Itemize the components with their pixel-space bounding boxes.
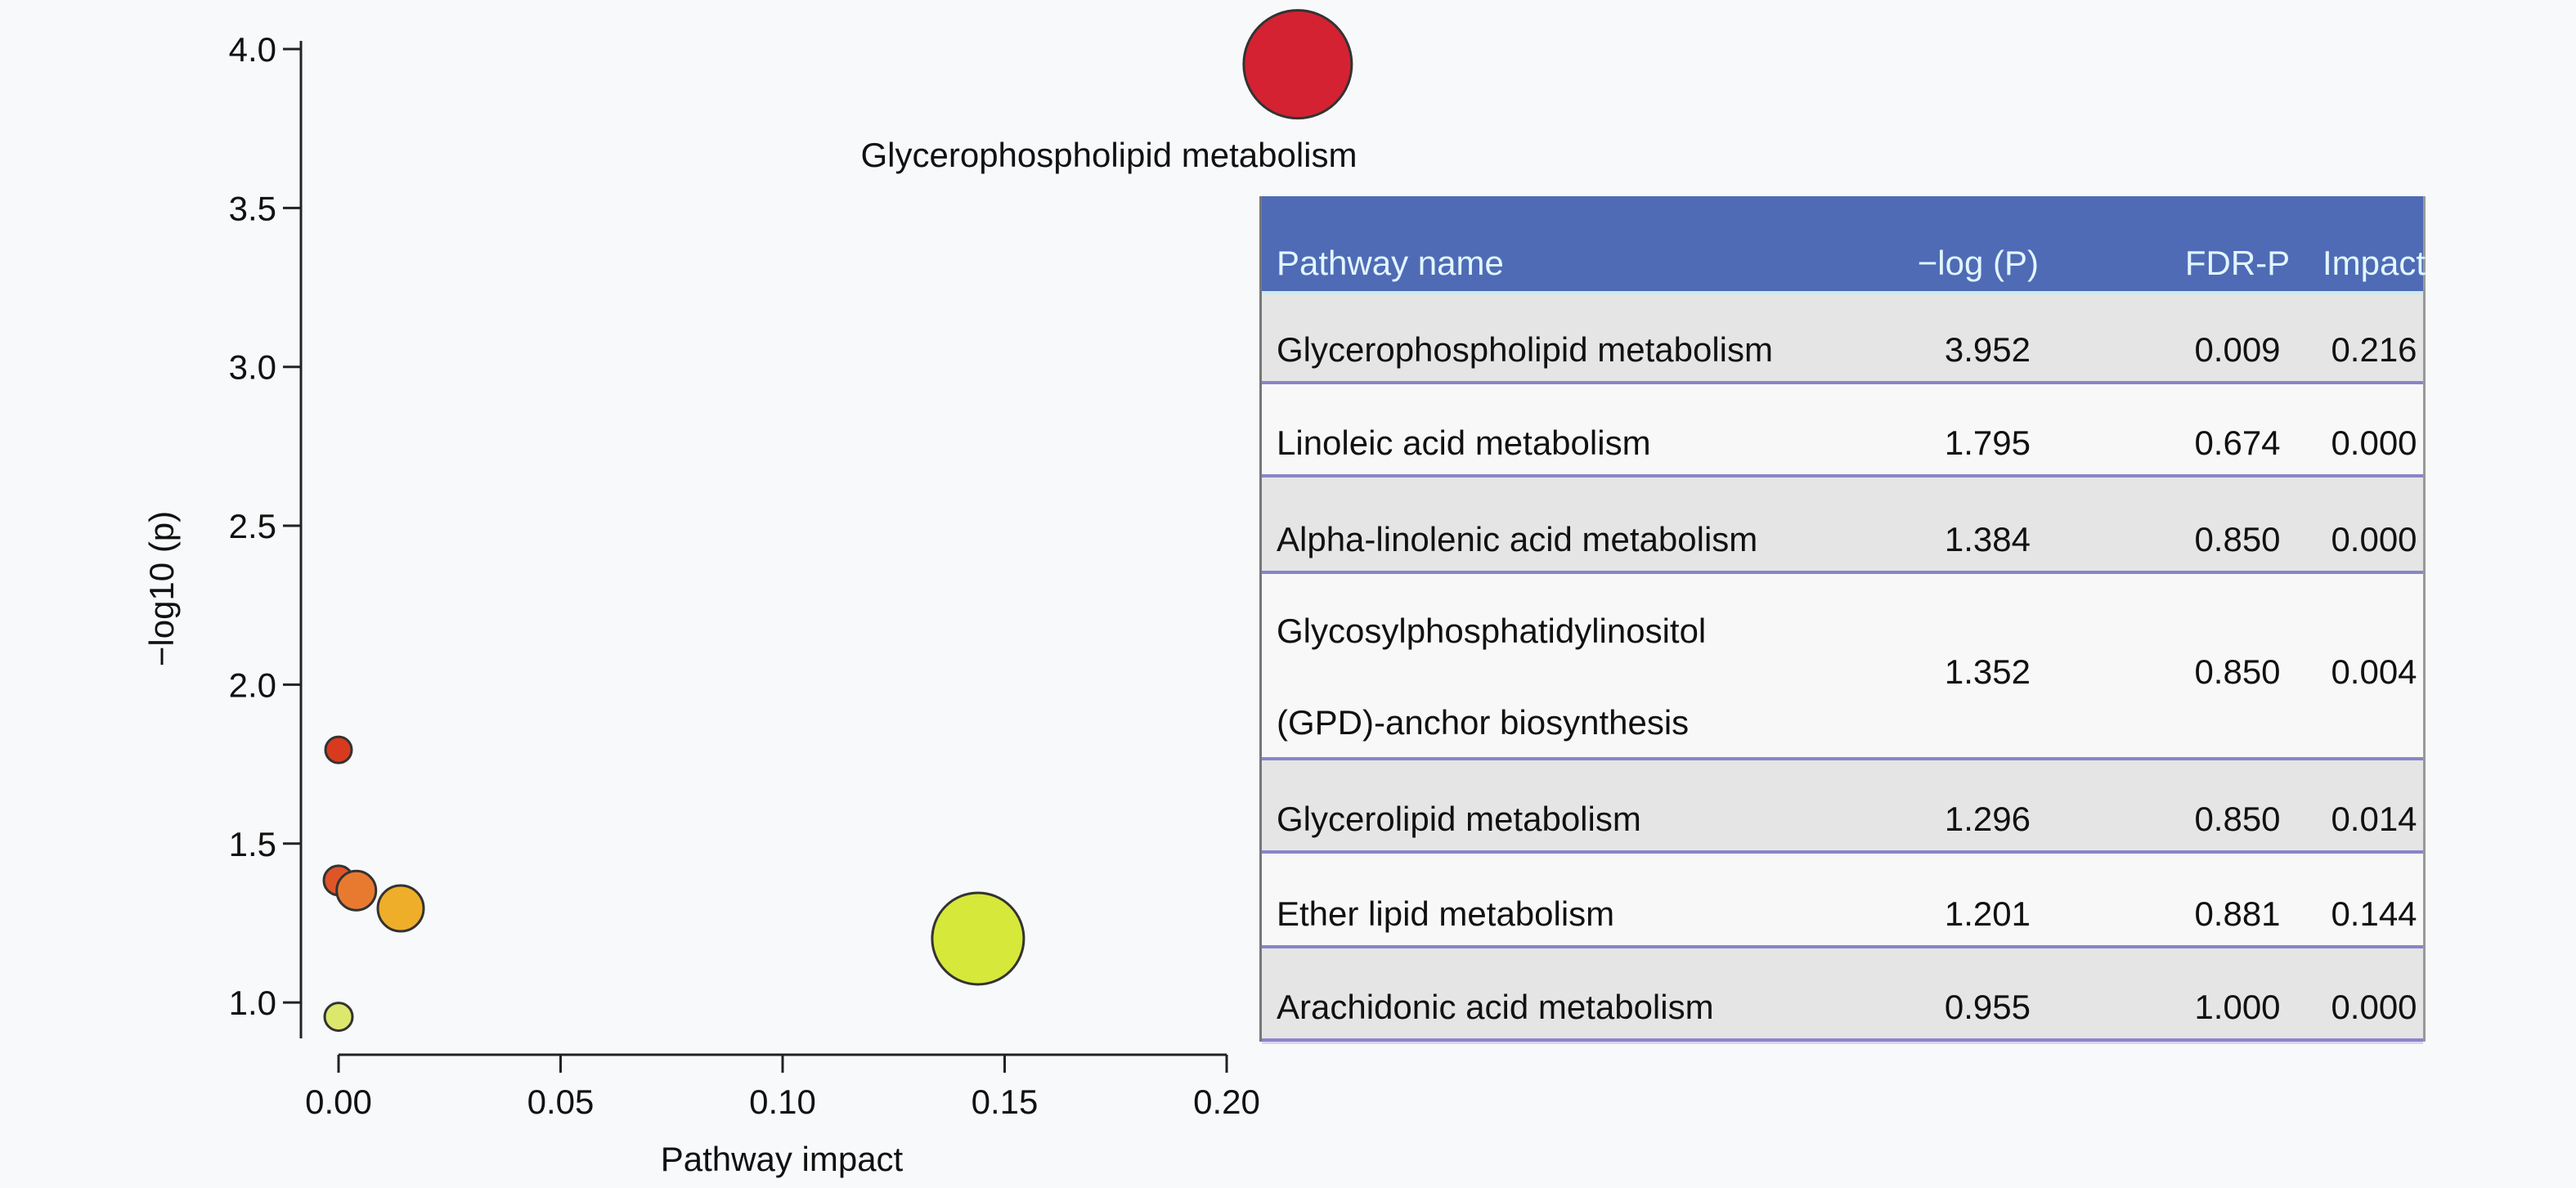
cell-impact: 0.216 bbox=[2331, 330, 2417, 369]
cell-name-line2: (GPD)-anchor biosynthesis bbox=[1277, 703, 1690, 742]
table-row: Glycosylphosphatidylinositol (GPD)-ancho… bbox=[1262, 574, 2423, 760]
x-tick-label: 0.10 bbox=[749, 1083, 816, 1121]
cell-fdr: 1.000 bbox=[2194, 988, 2281, 1026]
x-axis-title: Pathway impact bbox=[661, 1140, 904, 1178]
bubble-point bbox=[324, 735, 353, 764]
cell-fdr: 0.850 bbox=[2194, 520, 2281, 558]
table-row: Ether lipid metabolism 1.201 0.881 0.144 bbox=[1262, 854, 2423, 948]
header-pathway-name: Pathway name bbox=[1277, 244, 1504, 282]
y-tick-label: 3.5 bbox=[229, 189, 276, 227]
cell-logp: 1.795 bbox=[1944, 424, 2031, 462]
x-tick-label: 0.05 bbox=[527, 1083, 595, 1121]
cell-name: Alpha-linolenic acid metabolism bbox=[1277, 520, 1758, 558]
cell-logp: 1.201 bbox=[1944, 894, 2031, 933]
cell-name-line1: Glycosylphosphatidylinositol bbox=[1277, 612, 1707, 650]
cell-fdr: 0.674 bbox=[2194, 424, 2281, 462]
cell-fdr: 0.009 bbox=[2194, 330, 2281, 369]
table-row: Glycerolipid metabolism 1.296 0.850 0.01… bbox=[1262, 760, 2423, 854]
y-tick-label: 1.5 bbox=[229, 825, 276, 863]
cell-impact: 0.000 bbox=[2331, 520, 2417, 558]
y-tick-label: 2.5 bbox=[229, 507, 276, 545]
bubble-point bbox=[323, 1002, 354, 1033]
y-axis-title: −log10 (p) bbox=[142, 511, 181, 666]
bubble-point bbox=[931, 891, 1025, 986]
table-row: Alpha-linolenic acid metabolism 1.384 0.… bbox=[1262, 477, 2423, 574]
x-tick-label: 0.15 bbox=[972, 1083, 1039, 1121]
table-header: Pathway name −log (P) FDR-P Impact bbox=[1262, 196, 2426, 294]
table-row: Glycerophospholipid metabolism 3.952 0.0… bbox=[1262, 294, 2423, 384]
cell-logp: 1.296 bbox=[1944, 800, 2031, 838]
cell-logp: 3.952 bbox=[1944, 330, 2031, 369]
cell-fdr: 0.881 bbox=[2194, 894, 2281, 933]
bubble-point bbox=[1242, 9, 1353, 120]
bubble-point bbox=[335, 869, 378, 912]
cell-impact: 0.004 bbox=[2331, 652, 2417, 691]
header-logp: −log (P) bbox=[1917, 244, 2039, 282]
cell-fdr: 0.850 bbox=[2194, 652, 2281, 691]
cell-name: Arachidonic acid metabolism bbox=[1277, 988, 1714, 1026]
cell-name: Glycerophospholipid metabolism bbox=[1277, 330, 1773, 369]
header-impact: Impact bbox=[2322, 244, 2426, 282]
cell-logp: 1.384 bbox=[1944, 520, 2031, 558]
bubble-label: Glycerophospholipid metabolism bbox=[861, 136, 1358, 174]
x-tick-label: 0.00 bbox=[305, 1083, 372, 1121]
cell-impact: 0.000 bbox=[2331, 424, 2417, 462]
y-tick-label: 3.0 bbox=[229, 348, 276, 387]
cell-name: Glycosylphosphatidylinositol (GPD)-ancho… bbox=[1277, 585, 1706, 769]
cell-name: Glycerolipid metabolism bbox=[1277, 800, 1641, 838]
y-tick-label: 1.0 bbox=[229, 984, 276, 1022]
cell-logp: 0.955 bbox=[1944, 988, 2031, 1026]
cell-impact: 0.144 bbox=[2331, 894, 2417, 933]
cell-name: Linoleic acid metabolism bbox=[1277, 424, 1651, 462]
pathway-table: Pathway name −log (P) FDR-P Impact Glyce… bbox=[1259, 196, 2426, 1042]
cell-logp: 1.352 bbox=[1944, 652, 2031, 691]
cell-impact: 0.014 bbox=[2331, 800, 2417, 838]
x-tick-label: 0.20 bbox=[1193, 1083, 1260, 1121]
cell-impact: 0.000 bbox=[2331, 988, 2417, 1026]
header-fdr: FDR-P bbox=[2184, 244, 2291, 282]
y-tick-label: 4.0 bbox=[229, 30, 276, 69]
cell-name: Ether lipid metabolism bbox=[1277, 894, 1615, 933]
y-tick-label: 2.0 bbox=[229, 666, 276, 704]
bubble-point bbox=[376, 884, 425, 933]
cell-fdr: 0.850 bbox=[2194, 800, 2281, 838]
table-row: Linoleic acid metabolism 1.795 0.674 0.0… bbox=[1262, 384, 2423, 477]
table-row: Arachidonic acid metabolism 0.955 1.000 … bbox=[1262, 948, 2423, 1042]
